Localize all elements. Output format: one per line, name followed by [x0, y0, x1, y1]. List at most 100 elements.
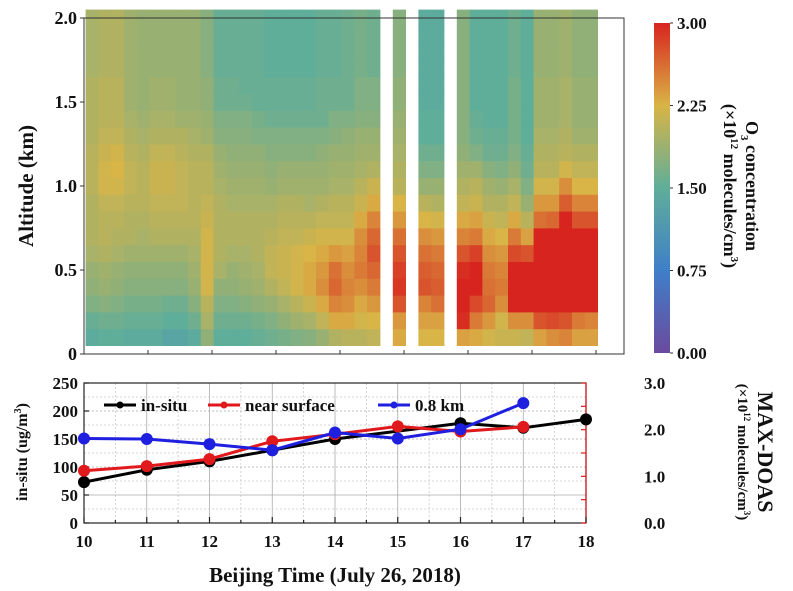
data-point	[580, 413, 592, 426]
heatmap-cell	[533, 261, 547, 279]
heatmap-cell	[213, 177, 227, 195]
heatmap-cell	[277, 177, 291, 195]
heatmap-cell	[392, 328, 406, 346]
data-point	[78, 476, 90, 489]
heatmap-cell	[252, 26, 266, 44]
heatmap-cell	[252, 160, 266, 178]
heatmap-cell	[303, 194, 317, 212]
heatmap-y-axis-label: Altitude (km)	[14, 125, 38, 247]
heatmap-cell	[392, 144, 406, 162]
colorbar-label-rest: concentration	[742, 141, 762, 251]
heatmap-cell	[418, 295, 432, 313]
heatmap-cell	[290, 26, 304, 44]
heatmap-cell	[316, 211, 330, 229]
x-tick-label: 11	[139, 532, 155, 551]
heatmap-cell	[431, 76, 445, 94]
heatmap-cell	[341, 60, 355, 78]
heatmap-y-tick-label: 0	[68, 344, 77, 364]
heatmap-cell	[213, 194, 227, 212]
heatmap-cell	[136, 93, 150, 111]
heatmap-cell	[188, 160, 202, 178]
heatmap-cell	[354, 278, 368, 296]
heatmap-cell	[252, 144, 266, 162]
heatmap-cell	[469, 93, 483, 111]
heatmap-cell	[239, 328, 253, 346]
heatmap-cell	[124, 60, 138, 78]
colorbar-unit-sup: 12	[728, 138, 740, 150]
heatmap-cell	[136, 177, 150, 195]
heatmap-cell	[482, 144, 496, 162]
heatmap-cell	[149, 177, 163, 195]
heatmap-cell	[418, 312, 432, 330]
heatmap-cell	[85, 93, 99, 111]
right-y-axis-label: MAX-DOAS (×1012 molecules/cm3)	[734, 384, 778, 521]
heatmap-cell	[469, 26, 483, 44]
heatmap-cell	[264, 278, 278, 296]
legend-label: in-situ	[141, 396, 187, 415]
heatmap-cell	[136, 278, 150, 296]
heatmap-cell	[162, 93, 176, 111]
line-chart-x-ticks: 10 11 12 13 14 15 16 17 18	[76, 517, 595, 551]
heatmap-cell	[354, 194, 368, 212]
heatmap-cell	[431, 26, 445, 44]
heatmap-cell	[175, 127, 189, 145]
heatmap-cell	[213, 26, 227, 44]
heatmap-cell	[136, 144, 150, 162]
heatmap-cell	[175, 261, 189, 279]
colorbar-tick-label: 0.00	[677, 344, 707, 363]
heatmap-cell	[149, 110, 163, 128]
right-y-tick-label: 1.0	[644, 467, 665, 486]
heatmap-cell	[572, 295, 586, 313]
heatmap-cell	[392, 76, 406, 94]
data-point	[266, 444, 279, 457]
heatmap-cell	[149, 228, 163, 246]
heatmap-cell	[200, 328, 214, 346]
heatmap-cell	[341, 144, 355, 162]
heatmap-cell	[162, 76, 176, 94]
heatmap-cell	[290, 328, 304, 346]
heatmap-cell	[85, 244, 99, 262]
heatmap-cell	[316, 127, 330, 145]
heatmap-cell	[98, 261, 112, 279]
legend-marker	[116, 401, 124, 409]
heatmap-cell	[264, 244, 278, 262]
heatmap-cell	[200, 60, 214, 78]
heatmap-cell	[456, 328, 470, 346]
heatmap-cell	[98, 312, 112, 330]
heatmap-cell	[456, 244, 470, 262]
right-y-unit-suffix: )	[734, 515, 750, 520]
heatmap-cell	[188, 228, 202, 246]
heatmap-cell	[469, 211, 483, 229]
heatmap-cell	[520, 295, 534, 313]
heatmap-cell	[162, 244, 176, 262]
heatmap-cell	[495, 177, 509, 195]
x-tick-label: 13	[264, 532, 281, 551]
colorbar-unit-sup2: 3	[728, 257, 740, 263]
heatmap-cell	[584, 244, 598, 262]
heatmap-cell	[303, 211, 317, 229]
heatmap-cell	[290, 177, 304, 195]
heatmap-cell	[546, 127, 560, 145]
heatmap-cell	[456, 177, 470, 195]
heatmap-cell	[584, 43, 598, 61]
heatmap-cell	[226, 295, 240, 313]
heatmap-cell	[354, 26, 368, 44]
heatmap-cell	[469, 312, 483, 330]
heatmap-cell	[111, 110, 125, 128]
heatmap-cell	[124, 295, 138, 313]
heatmap-cell	[303, 43, 317, 61]
heatmap-cell	[533, 43, 547, 61]
heatmap-cell	[328, 43, 342, 61]
right-y-unit-mid: molecules/cm	[734, 421, 750, 511]
heatmap-cell	[188, 127, 202, 145]
heatmap-cell	[98, 278, 112, 296]
heatmap-cell	[584, 278, 598, 296]
colorbar-unit-suffix: )	[719, 262, 740, 268]
data-point	[203, 453, 216, 466]
heatmap-cell	[584, 211, 598, 229]
x-tick-label: 15	[389, 532, 406, 551]
heatmap-cell	[520, 312, 534, 330]
heatmap-cell	[572, 228, 586, 246]
heatmap-cell	[200, 278, 214, 296]
heatmap-cell	[559, 228, 573, 246]
